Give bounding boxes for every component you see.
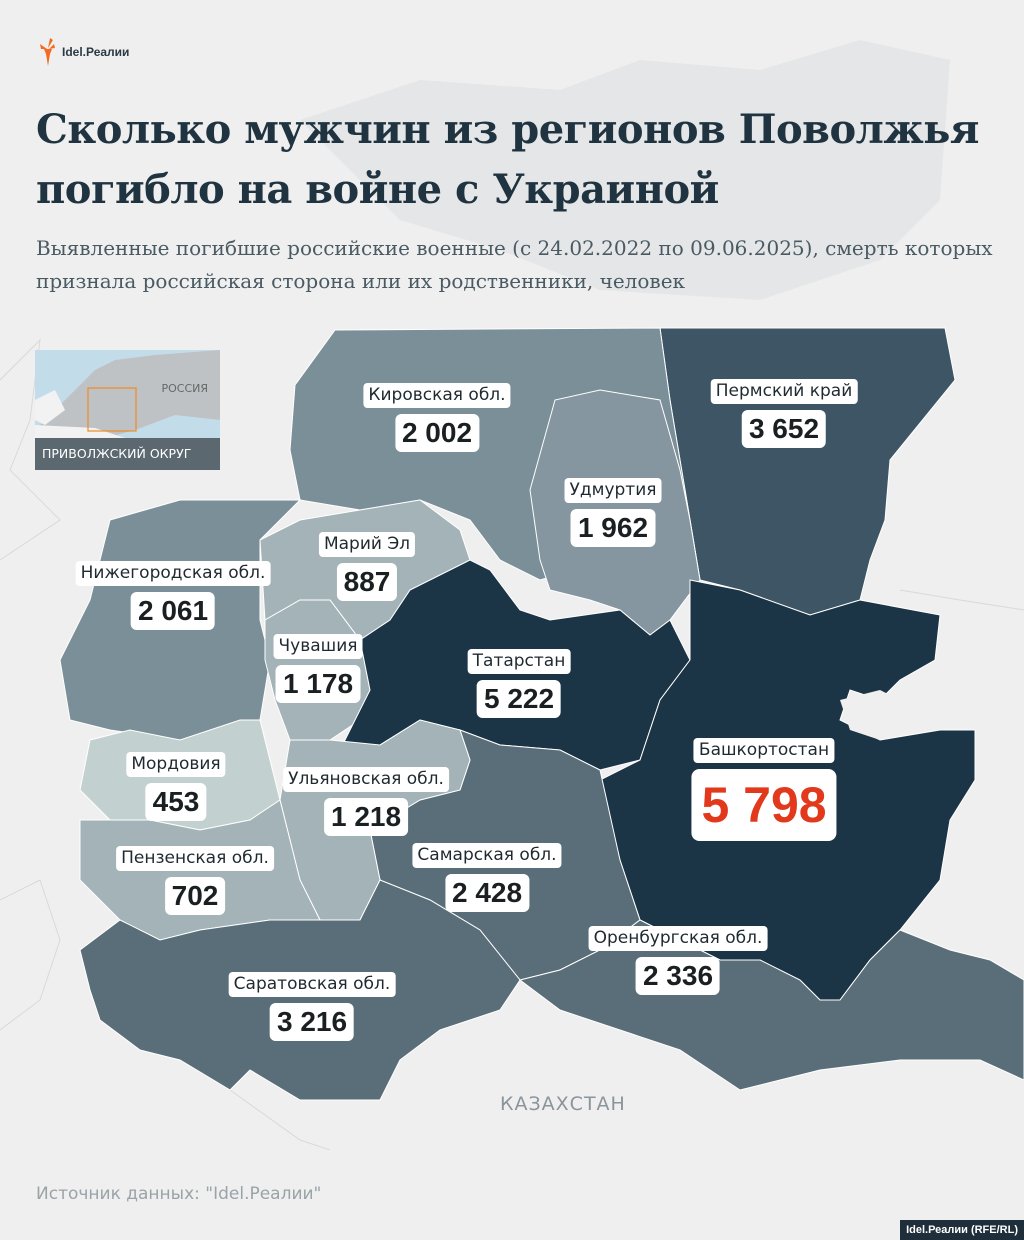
inset-map: РОССИЯ <box>35 350 220 438</box>
credit: Idel.Реалии (RFE/RL) <box>900 1220 1024 1240</box>
region-name: Марий Эл <box>318 532 416 557</box>
label-kirov: Кировская обл. 2 002 <box>363 383 511 452</box>
region-value: 453 <box>145 783 207 821</box>
region-value: 3 652 <box>741 410 827 448</box>
subtitle: Выявленные погибшие российские военные (… <box>36 236 993 293</box>
neighbor-label-kazakhstan: КАЗАХСТАН <box>500 1093 626 1115</box>
region-name: Ульяновская обл. <box>283 767 449 792</box>
label-chuvashia: Чувашия 1 178 <box>273 634 363 703</box>
region-name: Чувашия <box>273 634 363 659</box>
inset-locator-map: РОССИЯ ПРИВОЛЖСКИЙ ОКРУГ <box>35 350 220 470</box>
region-name: Саратовская обл. <box>228 972 396 997</box>
region-name: Кировская обл. <box>363 383 511 408</box>
logo: Idel.Реалии <box>38 36 129 68</box>
label-saratov: Саратовская обл. 3 216 <box>228 972 396 1041</box>
region-value: 702 <box>164 877 226 915</box>
region-name: Мордовия <box>126 752 226 777</box>
region-name: Оренбургская обл. <box>588 926 768 951</box>
region-value: 1 962 <box>570 509 656 547</box>
region-value: 2 061 <box>130 592 216 630</box>
label-nizhny: Нижегородская обл. 2 061 <box>75 561 271 630</box>
page-title: Сколько мужчин из регионов Поволжья поги… <box>36 106 979 213</box>
torch-icon <box>40 38 55 66</box>
region-name: Башкортостан <box>693 738 835 763</box>
label-mari-el: Марий Эл 887 <box>318 532 416 601</box>
label-tatarstan: Татарстан 5 222 <box>467 649 571 718</box>
label-mordovia: Мордовия 453 <box>126 752 226 821</box>
label-penza: Пензенская обл. 702 <box>116 846 274 915</box>
region-value: 2 428 <box>444 874 530 912</box>
region-value: 1 178 <box>275 665 361 703</box>
inset-russia-shape <box>35 350 220 438</box>
source-note: Источник данных: "Idel.Реалии" <box>36 1184 322 1204</box>
neighbor-borders <box>0 338 1024 1150</box>
region-value: 2 002 <box>394 414 480 452</box>
region-value: 3 216 <box>269 1003 355 1041</box>
region-value: 887 <box>336 563 398 601</box>
label-perm: Пермский край 3 652 <box>710 379 858 448</box>
label-udmurtia: Удмуртия 1 962 <box>564 478 662 547</box>
region-name: Самарская обл. <box>412 843 562 868</box>
region-name: Татарстан <box>467 649 571 674</box>
region-value: 5 222 <box>476 680 562 718</box>
region-name: Нижегородская обл. <box>75 561 271 586</box>
inset-country-label: РОССИЯ <box>161 382 208 395</box>
label-samara: Самарская обл. 2 428 <box>412 843 562 912</box>
inset-district-label: ПРИВОЛЖСКИЙ ОКРУГ <box>35 438 220 470</box>
region-name: Пермский край <box>710 379 858 404</box>
label-orenburg: Оренбургская обл. 2 336 <box>588 926 768 995</box>
lake <box>840 690 900 740</box>
label-ulyanovsk: Ульяновская обл. 1 218 <box>283 767 449 836</box>
region-value-highlight: 5 798 <box>691 769 837 841</box>
region-value: 2 336 <box>635 957 721 995</box>
logo-text: Idel.Реалии <box>62 45 130 59</box>
background-silhouette <box>300 40 950 300</box>
region-name: Пензенская обл. <box>116 846 274 871</box>
region-perm[interactable] <box>659 327 956 616</box>
label-bashkortostan: Башкортостан 5 798 <box>691 738 837 841</box>
region-name: Удмуртия <box>564 478 662 503</box>
region-value: 1 218 <box>323 798 409 836</box>
